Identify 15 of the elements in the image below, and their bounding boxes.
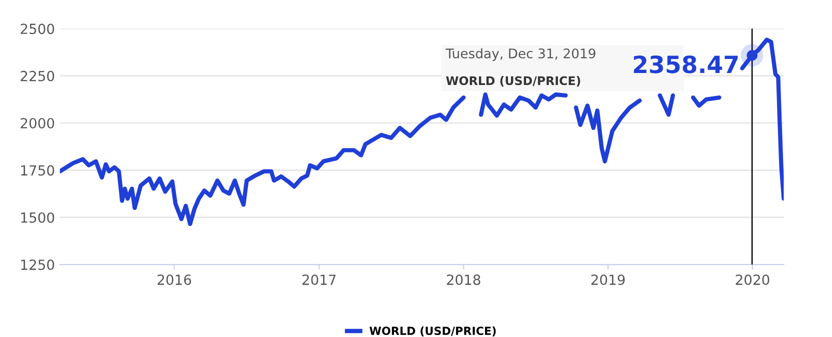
x-tick-label: 2019 [591, 274, 625, 286]
y-tick-label: 1500 [21, 212, 54, 223]
x-tick-label: 2016 [158, 274, 192, 286]
annotation: WORLD (USD/PRICE) [446, 76, 580, 87]
y-tick-label: 2500 [20, 24, 54, 34]
y-tick-label: 1750 [21, 165, 54, 176]
x-tick-label: 2017 [302, 274, 336, 286]
annotation: 2358.47 [634, 55, 738, 74]
annotation: Tuesday, Dec 31, 2019 [446, 48, 596, 61]
x-tick-label: 2018 [446, 274, 480, 286]
y-tick-label: 2250 [20, 70, 54, 82]
y-tick-label: 2000 [20, 118, 54, 128]
y-tick-label: 1250 [21, 260, 54, 270]
legend-label: WORLD (USD/PRICE) [370, 326, 496, 336]
x-tick-label: 2020 [736, 274, 770, 286]
